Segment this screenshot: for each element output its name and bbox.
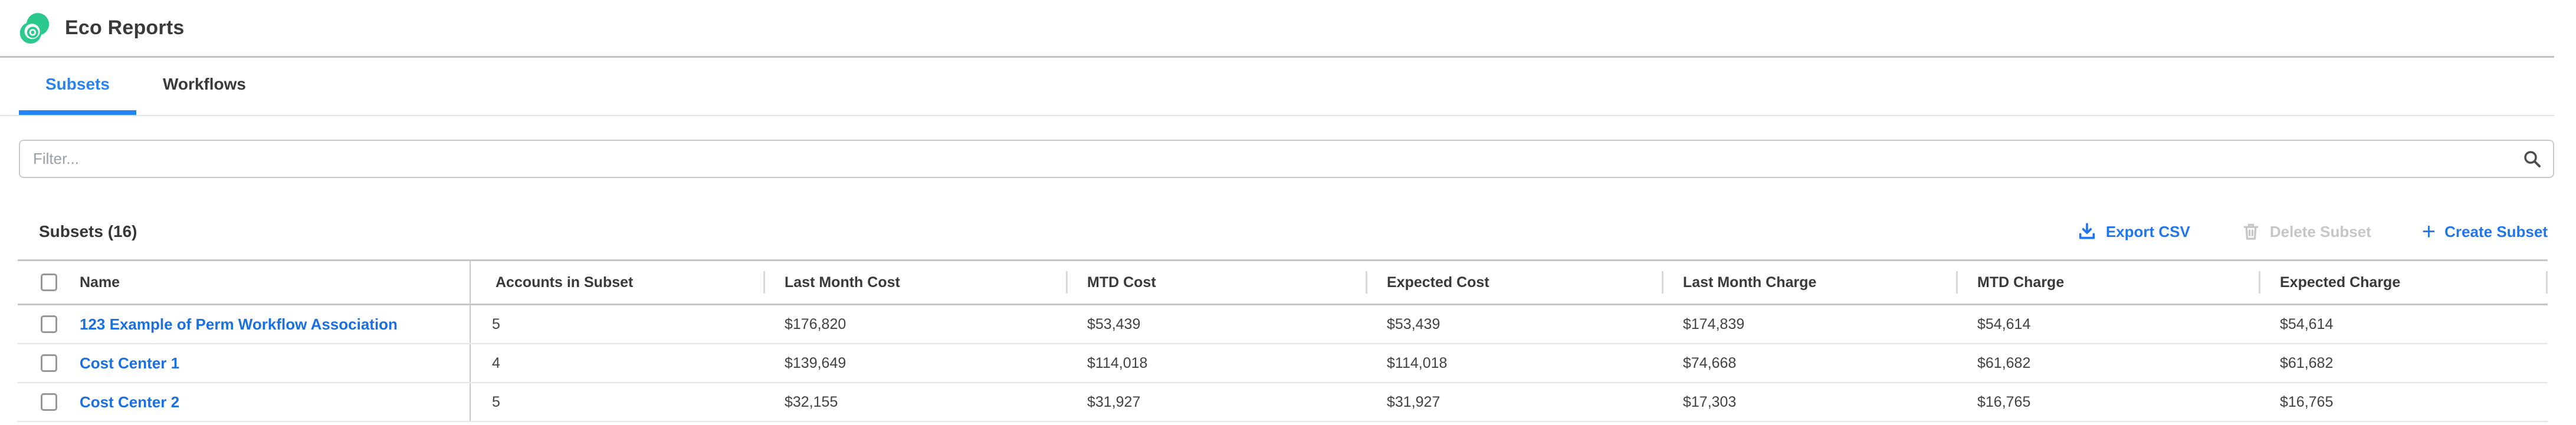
export-csv-label: Export CSV: [2105, 222, 2190, 240]
row-checkbox[interactable]: [41, 315, 57, 333]
row-checkbox[interactable]: [41, 354, 57, 372]
column-header-expected-cost[interactable]: Expected Cost: [1366, 261, 1662, 304]
table-row: Cost Center 2 5 $32,155 $31,927 $31,927 $17,3…: [18, 383, 2548, 422]
value-cell: $174,839: [1683, 315, 1745, 332]
column-header-name[interactable]: Name: [18, 261, 471, 304]
delete-subset-button[interactable]: Delete Subset: [2241, 222, 2371, 242]
column-header-label: Name: [80, 274, 120, 291]
column-header-expected-charge[interactable]: Expected Charge: [2259, 261, 2548, 304]
name-cell: Cost Center 2: [18, 383, 471, 421]
column-header-label: Last Month Cost: [785, 274, 900, 291]
subsets-section-header: Subsets (16) Export CSV Delete Subset + …: [39, 219, 2548, 245]
trash-icon: [2243, 223, 2259, 240]
subsets-table: Name Accounts in Subset Last Month Cost MTD…: [18, 259, 2548, 422]
create-subset-button[interactable]: + Create Subset: [2421, 219, 2548, 245]
download-icon: [2079, 223, 2095, 239]
name-cell: 123 Example of Perm Workflow Association: [18, 305, 471, 343]
filter-input[interactable]: [19, 140, 2554, 178]
column-header-label: Expected Cost: [1387, 274, 1489, 291]
column-header-label: Accounts in Subset: [495, 274, 634, 291]
filter-bar: [19, 140, 2554, 178]
value-cell: $31,927: [1387, 393, 1440, 410]
value-cell: $32,155: [785, 393, 838, 410]
value-cell: $74,668: [1683, 354, 1737, 371]
value-cell: $54,614: [1977, 315, 2031, 332]
column-header-accounts-in-subset[interactable]: Accounts in Subset: [471, 261, 763, 304]
eco-logo-icon: [19, 12, 50, 44]
app-header: Eco Reports: [0, 0, 2554, 58]
value-cell: $16,765: [2280, 393, 2334, 410]
column-header-label: MTD Cost: [1087, 274, 1156, 291]
subset-name-link[interactable]: 123 Example of Perm Workflow Association: [80, 315, 398, 333]
column-header-label: Last Month Charge: [1683, 274, 1817, 291]
select-all-checkbox[interactable]: [41, 274, 57, 291]
tab-subsets[interactable]: Subsets: [19, 58, 136, 115]
column-header-mtd-charge[interactable]: MTD Charge: [1956, 261, 2259, 304]
column-header-label: Expected Charge: [2280, 274, 2401, 291]
table-body: 123 Example of Perm Workflow Association…: [18, 305, 2548, 422]
value-cell: $139,649: [785, 354, 846, 371]
table-row: Cost Center 1 4 $139,649 $114,018 $114,018 $7…: [18, 344, 2548, 383]
subset-name-link[interactable]: Cost Center 1: [80, 354, 180, 372]
tab-bar: Subsets Workflows: [0, 58, 2554, 116]
export-csv-button[interactable]: Export CSV: [2077, 222, 2190, 242]
value-cell: $17,303: [1683, 393, 1737, 410]
tab-workflows[interactable]: Workflows: [162, 74, 246, 93]
value-cell: $114,018: [1387, 354, 1448, 371]
table-actions: Export CSV Delete Subset + Create Subset: [2077, 219, 2548, 245]
column-header-last-month-cost[interactable]: Last Month Cost: [763, 261, 1066, 304]
value-cell: $16,765: [1977, 393, 2031, 410]
subsets-count-heading: Subsets (16): [39, 222, 137, 240]
page-title: Eco Reports: [65, 17, 185, 39]
name-cell: Cost Center 1: [18, 344, 471, 382]
subset-name-link[interactable]: Cost Center 2: [80, 393, 180, 411]
accounts-cell: 5: [492, 315, 500, 332]
column-header-label: MTD Charge: [1977, 274, 2065, 291]
create-subset-label: Create Subset: [2444, 222, 2548, 240]
value-cell: $31,927: [1087, 393, 1141, 410]
delete-subset-label: Delete Subset: [2269, 222, 2371, 240]
table-header-row: Name Accounts in Subset Last Month Cost MTD…: [18, 259, 2548, 305]
accounts-cell: 4: [492, 354, 500, 371]
plus-icon: +: [2421, 219, 2436, 245]
accounts-cell: 5: [492, 393, 500, 410]
row-checkbox[interactable]: [41, 393, 57, 411]
column-header-mtd-cost[interactable]: MTD Cost: [1066, 261, 1366, 304]
column-header-last-month-charge[interactable]: Last Month Charge: [1662, 261, 1956, 304]
search-icon: [2524, 151, 2541, 167]
table-row: 123 Example of Perm Workflow Association…: [18, 305, 2548, 344]
value-cell: $53,439: [1387, 315, 1440, 332]
value-cell: $61,682: [2280, 354, 2334, 371]
value-cell: $54,614: [2280, 315, 2334, 332]
value-cell: $53,439: [1087, 315, 1141, 332]
value-cell: $176,820: [785, 315, 846, 332]
value-cell: $114,018: [1087, 354, 1148, 371]
value-cell: $61,682: [1977, 354, 2031, 371]
